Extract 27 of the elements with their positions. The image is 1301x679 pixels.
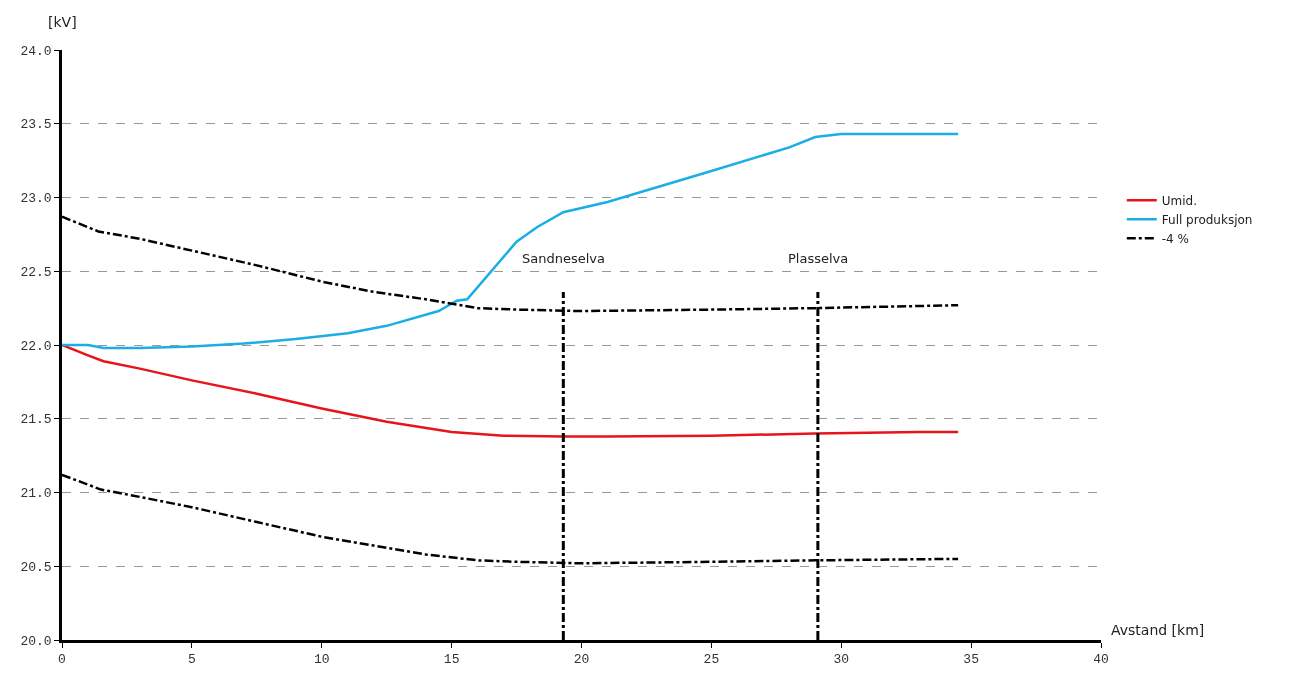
x-axis-title: Avstand [km] <box>1111 622 1205 638</box>
y-tick-label: 24.0 <box>20 43 52 59</box>
y-tick-label: 21.0 <box>20 486 52 502</box>
y-tick-label: 22.0 <box>20 338 52 354</box>
x-tick-label: 20 <box>573 652 590 668</box>
y-tick-label: 20.0 <box>20 633 52 649</box>
ref-line-label: Sandneselva <box>522 251 605 266</box>
x-tick-label: 35 <box>963 652 979 668</box>
x-tick-label: 30 <box>833 652 850 668</box>
x-tick-label: 5 <box>187 652 196 668</box>
legend-label: Umid. <box>1161 193 1198 208</box>
line-series <box>62 343 960 438</box>
ref-line-label: Plasselva <box>788 251 849 266</box>
y-axis-title: [kV] <box>48 14 77 30</box>
y-tick-label: 21.5 <box>20 412 52 428</box>
y-tick-label: 20.5 <box>20 559 52 575</box>
x-tick-label: 10 <box>313 652 330 668</box>
legend-label: Full produksjon <box>1161 212 1253 227</box>
x-tick-label: 0 <box>58 652 66 668</box>
y-tick-label: 23.0 <box>20 191 52 207</box>
legend-label: -4 % <box>1161 231 1189 246</box>
y-tick-label: 22.5 <box>20 264 52 280</box>
x-tick-label: 25 <box>703 652 720 668</box>
line-series <box>62 132 960 350</box>
x-tick-label: 40 <box>1093 652 1109 668</box>
y-tick-label: 23.5 <box>20 117 52 133</box>
x-tick-label: 15 <box>443 652 460 668</box>
